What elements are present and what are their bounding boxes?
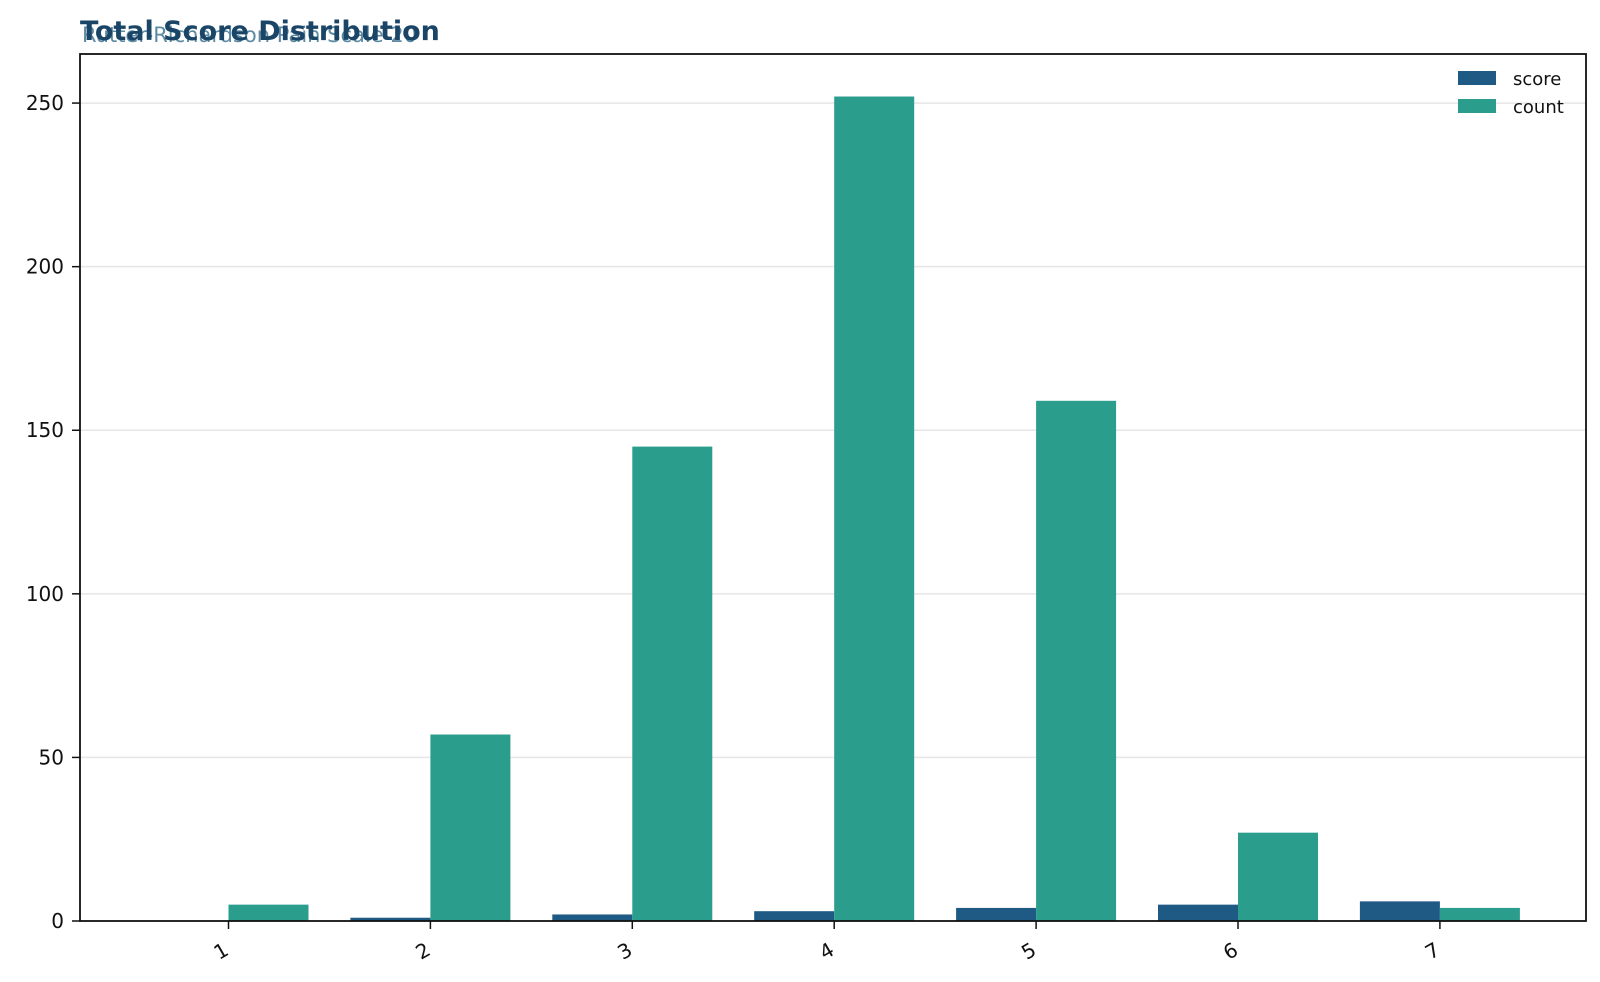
axes-layer: 0 50 100 150 200 250 1 2 3 4 5 6 7	[26, 91, 1444, 964]
bar-score-2	[350, 917, 431, 921]
bars-layer	[228, 96, 1520, 921]
grid-layer	[80, 102, 1586, 759]
bar-score-4	[754, 911, 835, 921]
y-tick-label: 250	[26, 91, 64, 115]
x-tick-label: 3	[613, 937, 636, 964]
legend: score count	[1458, 69, 1564, 118]
bar-count-7	[1439, 907, 1520, 921]
y-tick-label: 100	[26, 582, 64, 606]
legend-label-count: count	[1513, 97, 1564, 118]
chart-title: Total Score Distribution	[80, 16, 440, 47]
bar-score-3	[552, 914, 633, 921]
bar-score-7	[1359, 901, 1440, 921]
bar-count-1	[228, 904, 309, 921]
bar-count-6	[1238, 832, 1318, 921]
y-tick-label: 150	[26, 418, 64, 442]
legend-label-score: score	[1513, 69, 1561, 90]
x-tick-label: 4	[815, 937, 838, 964]
bar-count-5	[1036, 400, 1117, 921]
x-tick-label: 1	[209, 937, 232, 964]
plot-frame	[79, 53, 1587, 922]
legend-swatch-count	[1458, 99, 1496, 113]
y-tick-label: 0	[51, 909, 64, 933]
bar-score-6	[1158, 904, 1238, 921]
legend-swatch-score	[1458, 71, 1496, 85]
x-tick-label: 2	[411, 937, 434, 964]
chart-subtitle: Rutter-Richardson Pain Scale 20	[82, 23, 417, 47]
bar-count-4	[834, 96, 915, 921]
bar-count-3	[632, 446, 713, 921]
x-tick-label: 7	[1421, 937, 1444, 964]
x-tick-label: 5	[1017, 937, 1040, 964]
bar-score-5	[956, 907, 1037, 921]
y-tick-label: 200	[26, 255, 64, 279]
x-tick-label: 6	[1219, 937, 1242, 964]
bar-count-2	[430, 734, 511, 921]
y-tick-label: 50	[39, 745, 64, 769]
